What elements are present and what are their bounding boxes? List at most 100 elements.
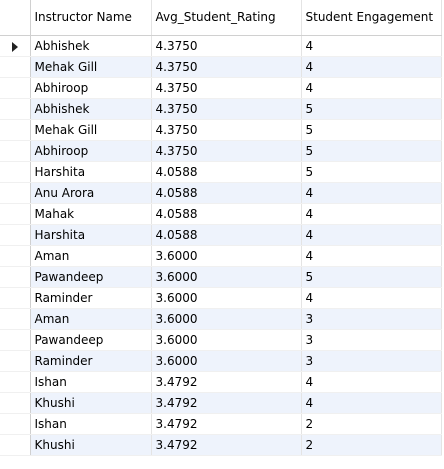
table-row[interactable]: Khushi 3.4792 2 (0, 434, 442, 456)
table-row[interactable]: Aman 3.6000 4 (0, 245, 442, 267)
instructor-name-cell[interactable]: Aman (30, 308, 152, 330)
avg-student-rating-cell[interactable]: 4.3750 (151, 119, 302, 141)
row-indicator[interactable] (0, 371, 31, 393)
student-engagement-cell[interactable]: 4 (301, 77, 442, 99)
avg-student-rating-cell[interactable]: 3.6000 (151, 266, 302, 288)
student-engagement-cell[interactable]: 5 (301, 119, 442, 141)
table-row[interactable]: Mehak Gill 4.3750 4 (0, 56, 442, 78)
row-indicator[interactable] (0, 119, 31, 141)
instructor-name-cell[interactable]: Mahak (30, 203, 152, 225)
table-row[interactable]: Abhiroop 4.3750 4 (0, 77, 442, 99)
row-indicator[interactable] (0, 161, 31, 183)
avg-student-rating-cell[interactable]: 4.3750 (151, 98, 302, 120)
table-row[interactable]: Anu Arora 4.0588 4 (0, 182, 442, 204)
instructor-name-cell[interactable]: Abhishek (30, 35, 152, 57)
instructor-name-cell[interactable]: Pawandeep (30, 329, 152, 351)
student-engagement-cell[interactable]: 5 (301, 161, 442, 183)
row-indicator[interactable] (0, 350, 31, 372)
instructor-name-cell[interactable]: Harshita (30, 161, 152, 183)
column-header-instructor-name[interactable]: Instructor Name (30, 0, 152, 36)
student-engagement-cell[interactable]: 3 (301, 329, 442, 351)
student-engagement-cell[interactable]: 3 (301, 350, 442, 372)
avg-student-rating-cell[interactable]: 3.4792 (151, 392, 302, 414)
student-engagement-cell[interactable]: 4 (301, 287, 442, 309)
table-row[interactable]: Raminder 3.6000 3 (0, 350, 442, 372)
row-indicator[interactable] (0, 98, 31, 120)
student-engagement-cell[interactable]: 4 (301, 182, 442, 204)
student-engagement-cell[interactable]: 4 (301, 35, 442, 57)
instructor-name-cell[interactable]: Ishan (30, 413, 152, 435)
table-row[interactable]: Mahak 4.0588 4 (0, 203, 442, 225)
student-engagement-cell[interactable]: 4 (301, 371, 442, 393)
row-indicator[interactable] (0, 77, 31, 99)
avg-student-rating-cell[interactable]: 4.3750 (151, 35, 302, 57)
student-engagement-cell[interactable]: 4 (301, 203, 442, 225)
table-row[interactable]: Khushi 3.4792 4 (0, 392, 442, 414)
row-indicator[interactable] (0, 329, 31, 351)
row-indicator[interactable] (0, 266, 31, 288)
row-indicator[interactable] (0, 287, 31, 309)
table-row[interactable]: Ishan 3.4792 4 (0, 371, 442, 393)
table-row[interactable]: Abhishek 4.3750 4 (0, 35, 442, 57)
table-row[interactable]: Ishan 3.4792 2 (0, 413, 442, 435)
avg-student-rating-cell[interactable]: 4.0588 (151, 161, 302, 183)
avg-student-rating-cell[interactable]: 3.6000 (151, 245, 302, 267)
student-engagement-cell[interactable]: 3 (301, 308, 442, 330)
row-indicator[interactable] (0, 203, 31, 225)
table-row[interactable]: Raminder 3.6000 4 (0, 287, 442, 309)
instructor-name-cell[interactable]: Khushi (30, 434, 152, 456)
instructor-name-cell[interactable]: Aman (30, 245, 152, 267)
table-row[interactable]: Harshita 4.0588 4 (0, 224, 442, 246)
row-indicator[interactable] (0, 182, 31, 204)
table-row[interactable]: Abhishek 4.3750 5 (0, 98, 442, 120)
avg-student-rating-cell[interactable]: 4.0588 (151, 182, 302, 204)
table-row[interactable]: Mehak Gill 4.3750 5 (0, 119, 442, 141)
avg-student-rating-cell[interactable]: 3.6000 (151, 287, 302, 309)
student-engagement-cell[interactable]: 4 (301, 392, 442, 414)
student-engagement-cell[interactable]: 4 (301, 56, 442, 78)
row-indicator[interactable] (0, 140, 31, 162)
instructor-name-cell[interactable]: Anu Arora (30, 182, 152, 204)
row-indicator[interactable] (0, 35, 31, 57)
avg-student-rating-cell[interactable]: 4.0588 (151, 224, 302, 246)
student-engagement-cell[interactable]: 4 (301, 224, 442, 246)
table-row[interactable]: Aman 3.6000 3 (0, 308, 442, 330)
avg-student-rating-cell[interactable]: 4.3750 (151, 140, 302, 162)
avg-student-rating-cell[interactable]: 4.3750 (151, 77, 302, 99)
student-engagement-cell[interactable]: 2 (301, 434, 442, 456)
row-indicator[interactable] (0, 224, 31, 246)
instructor-name-cell[interactable]: Ishan (30, 371, 152, 393)
row-indicator[interactable] (0, 308, 31, 330)
student-engagement-cell[interactable]: 4 (301, 245, 442, 267)
instructor-name-cell[interactable]: Raminder (30, 287, 152, 309)
table-row[interactable]: Harshita 4.0588 5 (0, 161, 442, 183)
instructor-name-cell[interactable]: Mehak Gill (30, 119, 152, 141)
avg-student-rating-cell[interactable]: 3.4792 (151, 434, 302, 456)
avg-student-rating-cell[interactable]: 3.4792 (151, 371, 302, 393)
instructor-name-cell[interactable]: Harshita (30, 224, 152, 246)
instructor-name-cell[interactable]: Khushi (30, 392, 152, 414)
table-row[interactable]: Abhiroop 4.3750 5 (0, 140, 442, 162)
row-indicator[interactable] (0, 413, 31, 435)
avg-student-rating-cell[interactable]: 3.6000 (151, 350, 302, 372)
instructor-name-cell[interactable]: Abhiroop (30, 77, 152, 99)
row-indicator[interactable] (0, 434, 31, 456)
avg-student-rating-cell[interactable]: 4.0588 (151, 203, 302, 225)
student-engagement-cell[interactable]: 5 (301, 98, 442, 120)
instructor-name-cell[interactable]: Raminder (30, 350, 152, 372)
column-header-avg-student-rating[interactable]: Avg_Student_Rating (151, 0, 302, 36)
avg-student-rating-cell[interactable]: 4.3750 (151, 56, 302, 78)
avg-student-rating-cell[interactable]: 3.6000 (151, 329, 302, 351)
table-row[interactable]: Pawandeep 3.6000 5 (0, 266, 442, 288)
instructor-name-cell[interactable]: Mehak Gill (30, 56, 152, 78)
student-engagement-cell[interactable]: 5 (301, 266, 442, 288)
student-engagement-cell[interactable]: 5 (301, 140, 442, 162)
instructor-name-cell[interactable]: Abhishek (30, 98, 152, 120)
instructor-name-cell[interactable]: Pawandeep (30, 266, 152, 288)
avg-student-rating-cell[interactable]: 3.4792 (151, 413, 302, 435)
avg-student-rating-cell[interactable]: 3.6000 (151, 308, 302, 330)
column-header-student-engagement[interactable]: Student Engagement (301, 0, 442, 36)
row-indicator[interactable] (0, 392, 31, 414)
row-indicator[interactable] (0, 56, 31, 78)
